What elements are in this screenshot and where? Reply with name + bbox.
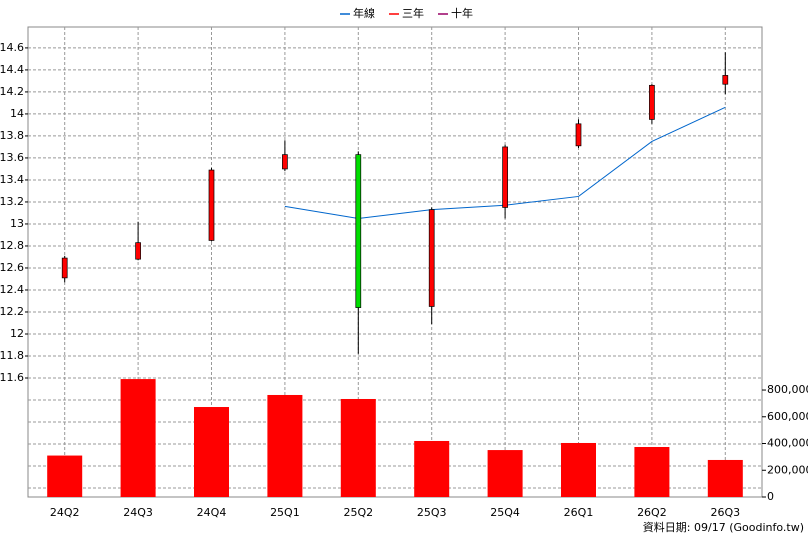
x-tick-label: 26Q3	[710, 506, 740, 519]
volume-bar	[487, 450, 523, 497]
y2-tick-label: 200,000	[767, 463, 808, 476]
x-tick-label: 25Q4	[490, 506, 520, 519]
x-tick-label: 26Q2	[637, 506, 667, 519]
x-tick-label: 25Q1	[270, 506, 300, 519]
y-tick-label: 13.8	[0, 129, 24, 142]
volume-bar	[47, 455, 83, 497]
y-tick-label: 13.6	[0, 151, 24, 164]
x-tick-label: 24Q2	[50, 506, 80, 519]
y2-tick-label: 800,000	[767, 383, 808, 396]
volume-bar	[707, 459, 743, 497]
y2-tick-label: 400,000	[767, 437, 808, 450]
volume-bar	[561, 442, 596, 497]
volume-bar	[340, 398, 376, 497]
volume-bar	[267, 394, 303, 497]
x-tick-label: 26Q1	[564, 506, 594, 519]
candle-body	[722, 75, 729, 85]
x-tick-label: 25Q2	[343, 506, 373, 519]
y-tick-label: 14.6	[0, 41, 24, 54]
y-tick-label: 11.8	[0, 349, 24, 362]
y-tick-label: 13	[10, 217, 24, 230]
candle-body	[502, 146, 508, 208]
y-tick-label: 12.4	[0, 283, 24, 296]
candle-body	[428, 209, 435, 307]
candle-body	[61, 257, 68, 279]
y-tick-label: 13.2	[0, 195, 24, 208]
y-tick-label: 14	[10, 107, 24, 120]
candle-body	[282, 154, 288, 170]
candle-body	[649, 84, 655, 120]
volume-bar	[120, 379, 156, 497]
source-note: 資料日期: 09/17 (Goodinfo.tw)	[643, 520, 804, 534]
candle-body	[575, 123, 582, 147]
volume-bar	[414, 440, 450, 497]
legend-label: 十年	[451, 6, 473, 20]
y2-tick-label: 600,000	[767, 410, 808, 423]
y-tick-label: 14.4	[0, 63, 24, 76]
y-tick-label: 12	[10, 327, 24, 340]
y-tick-label: 12.2	[0, 305, 24, 318]
x-tick-label: 24Q4	[197, 506, 227, 519]
x-tick-label: 24Q3	[123, 506, 153, 519]
y-tick-label: 14.2	[0, 85, 24, 98]
candle-body	[355, 154, 362, 308]
y-tick-label: 12.6	[0, 261, 24, 274]
legend-label: 年線	[353, 6, 375, 20]
y2-tick-label: 0	[767, 490, 774, 503]
volume-bar	[194, 407, 229, 497]
candle-body	[208, 169, 215, 241]
y-tick-label: 13.4	[0, 173, 24, 186]
x-tick-label: 25Q3	[417, 506, 447, 519]
volume-bar	[634, 446, 670, 497]
y-tick-label: 11.6	[0, 371, 24, 384]
y-tick-label: 12.8	[0, 239, 24, 252]
legend-label: 三年	[402, 6, 424, 20]
candle-body	[135, 242, 141, 260]
